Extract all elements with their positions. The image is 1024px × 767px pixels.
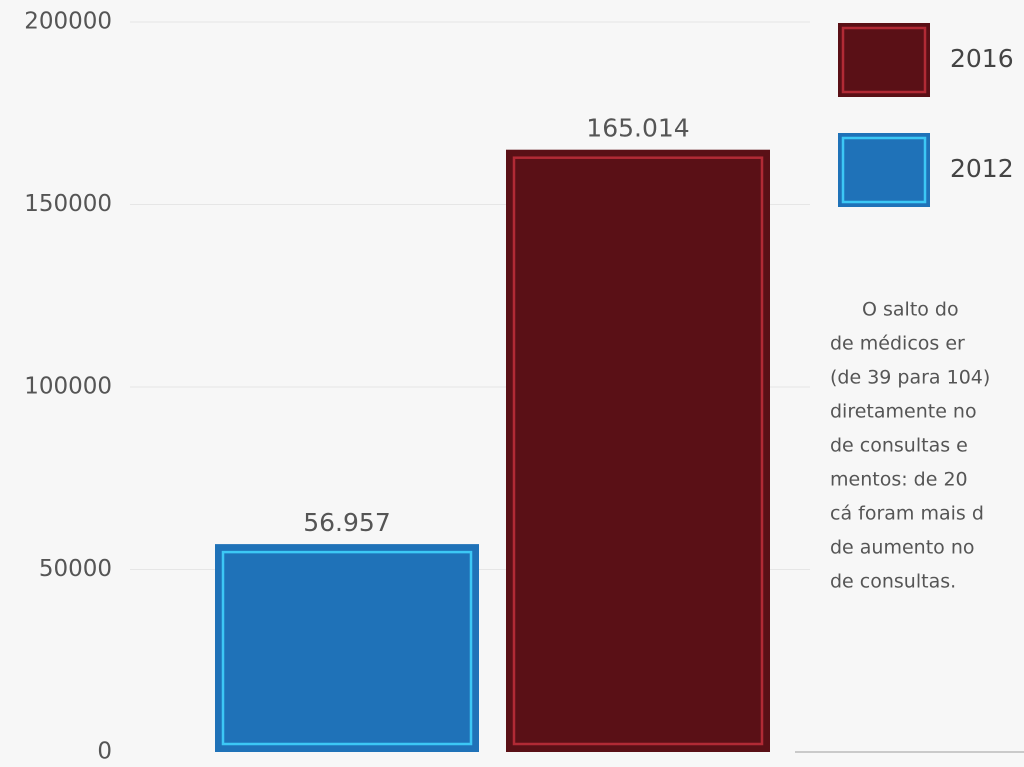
annotation-line: diretamente no [830, 401, 977, 423]
bar-inner-border [512, 156, 764, 746]
legend-label: 2012 [950, 154, 1014, 183]
annotation-line: cá foram mais d [830, 503, 984, 525]
legend-swatch-border [841, 26, 927, 94]
annotation-line: de consultas. [830, 571, 956, 593]
annotation-line: (de 39 para 104) [830, 367, 990, 389]
legend-swatch [838, 133, 930, 207]
legend-swatch-border [841, 136, 927, 204]
value-label: 56.957 [303, 508, 390, 537]
annotation-line: mentos: de 20 [830, 469, 968, 491]
y-tick-label: 200000 [24, 9, 112, 35]
bar [215, 544, 479, 752]
legend-label: 2016 [950, 44, 1014, 73]
bar-inner-border [221, 550, 473, 746]
y-tick-label: 100000 [24, 374, 112, 400]
legend-swatch [838, 23, 930, 97]
y-tick-label: 50000 [39, 556, 112, 582]
y-tick-label: 150000 [24, 191, 112, 217]
value-label: 165.014 [586, 114, 689, 143]
bar [506, 149, 770, 752]
annotation-line: de consultas e [830, 435, 968, 457]
y-tick-label: 0 [97, 739, 112, 765]
annotation-line: de aumento no [830, 537, 975, 559]
annotation-line: de médicos er [830, 333, 965, 355]
annotation-line: O salto do [862, 299, 959, 321]
